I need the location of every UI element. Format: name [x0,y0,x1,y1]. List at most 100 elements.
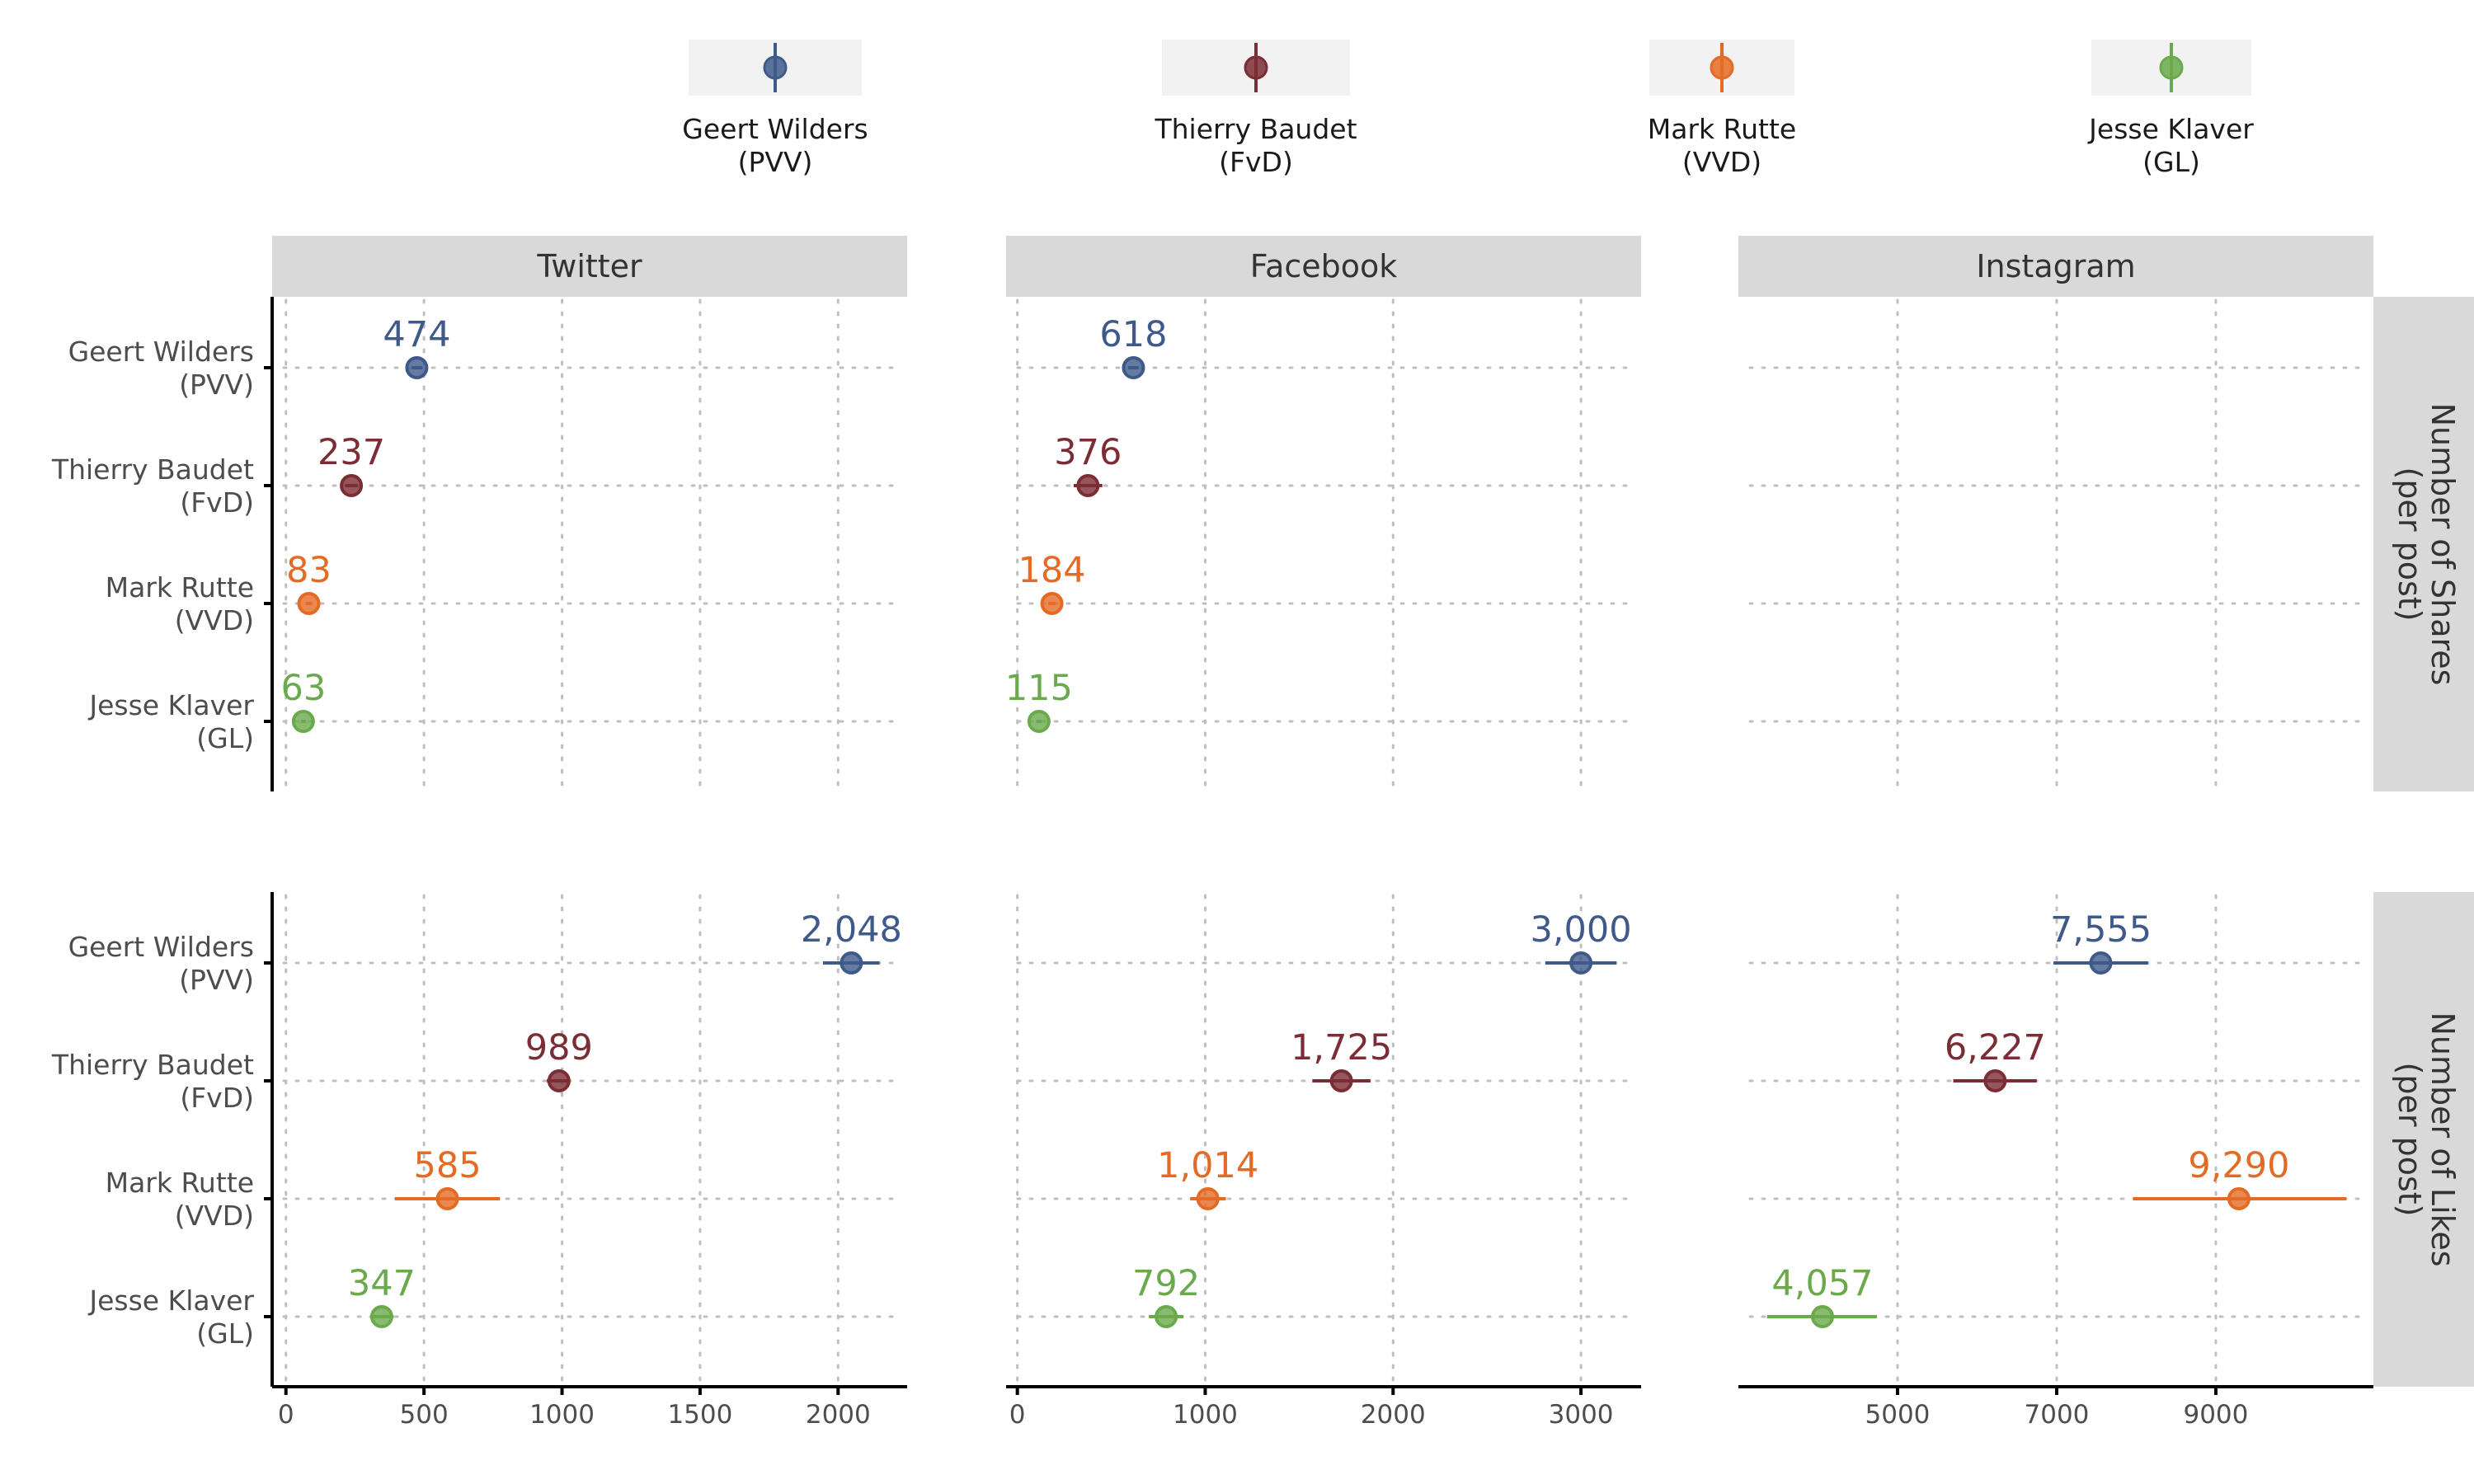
y-tick-label: Thierry Baudet [51,453,254,486]
data-label: 376 [1054,432,1122,473]
legend-point [1244,55,1268,80]
data-label: 989 [525,1027,593,1068]
y-tick-label: (VVD) [175,1200,254,1232]
y-tick-label: Jesse Klaver [87,1284,254,1317]
facet-strip [1738,236,2373,297]
legend-label: Mark Rutte [1648,113,1796,145]
y-tick-label: (FvD) [180,486,254,519]
facet-strip [2373,892,2474,1387]
data-point [1196,1187,1220,1210]
x-tick-label: 5000 [1865,1400,1931,1430]
panel: 618 376 184 115 [1005,298,1636,790]
data-point [291,710,315,733]
data-label: 115 [1005,668,1073,709]
facet-strip-label: Twitter [536,248,642,284]
legend-label: (PVV) [738,146,813,178]
y-tick-label: (VVD) [175,604,254,636]
data-label: 347 [348,1263,416,1304]
facet-strip [272,236,907,297]
panel [1748,298,2368,790]
legend-label: (VVD) [1682,146,1761,178]
data-point [840,951,863,974]
facet-strip-label-group: Number of Likes(per post) [2392,1012,2461,1267]
facet-strip-label: Instagram [1976,248,2135,284]
legend-point [763,55,788,80]
data-point [1329,1069,1353,1092]
data-point [2089,951,2113,974]
y-tick-label: Mark Rutte [106,571,254,603]
legend-item: Mark Rutte(VVD) [1648,40,1796,178]
legend-label: Geert Wilders [682,113,868,145]
data-label: 1,014 [1157,1145,1258,1186]
facet-strip-label-group: Number of Shares(per post) [2392,403,2461,686]
x-tick-label: 1000 [529,1400,595,1430]
y-tick-label: (GL) [196,1317,254,1350]
panel: 2,048 989 585 347 [282,894,902,1385]
legend-item: Thierry Baudet(FvD) [1154,40,1357,178]
data-point [340,474,364,497]
y-tick-label: (GL) [196,722,254,754]
facet-strip-label: Number of Shares [2425,403,2461,686]
facet-strip [2373,297,2474,791]
x-tick-label: 0 [278,1400,294,1430]
facet-strip-label: (per post) [2392,1063,2428,1217]
legend-item: Geert Wilders(PVV) [682,40,868,178]
data-point [405,356,429,379]
data-point [1122,356,1145,379]
legend-point [1710,55,1734,80]
data-point [297,592,321,615]
y-tick-label: Thierry Baudet [51,1049,254,1081]
data-label: 83 [286,550,332,591]
data-label: 6,227 [1945,1027,2046,1068]
data-point [1027,710,1051,733]
x-tick-label: 500 [400,1400,449,1430]
data-point [1569,951,1593,974]
data-point [547,1069,571,1092]
legend-point [2159,55,2184,80]
data-label: 63 [280,668,326,709]
x-tick-label: 2000 [806,1400,871,1430]
facet-strip-label: Number of Likes [2425,1012,2461,1267]
legend-label: Thierry Baudet [1154,113,1357,145]
data-label: 585 [414,1145,482,1186]
y-tick-label: Mark Rutte [106,1167,254,1199]
data-point [435,1187,459,1210]
panel: 7,555 6,227 9,290 4,057 [1748,894,2368,1385]
data-point [369,1305,393,1328]
data-label: 474 [383,314,450,355]
facet-strip-label: (per post) [2392,467,2428,622]
legend-label: Jesse Klaver [2087,113,2254,145]
y-tick-label: (FvD) [180,1082,254,1114]
y-tick-label: (PVV) [179,369,254,401]
data-point [2227,1187,2251,1210]
facet-strip [1006,236,1641,297]
panel: 474 237 83 63 [280,298,902,790]
data-label: 4,057 [1771,1263,1873,1304]
data-point [1076,474,1100,497]
legend-item: Jesse Klaver(GL) [2087,40,2254,178]
y-tick-label: Jesse Klaver [87,689,254,721]
data-label: 1,725 [1291,1027,1392,1068]
data-label: 7,555 [2050,909,2152,951]
y-tick-label: (PVV) [179,964,254,996]
panel: 3,000 1,725 1,014 792 [1016,894,1636,1385]
legend-label: (GL) [2142,146,2200,178]
data-point [1983,1069,2007,1092]
data-label: 184 [1018,550,1086,591]
x-tick-label: 1000 [1173,1400,1238,1430]
x-tick-label: 7000 [2025,1400,2090,1430]
data-point [1155,1305,1178,1328]
x-tick-label: 2000 [1361,1400,1426,1430]
x-tick-label: 1500 [667,1400,732,1430]
legend-label: (FvD) [1219,146,1293,178]
x-tick-label: 0 [1009,1400,1026,1430]
data-point [1040,592,1064,615]
data-label: 618 [1099,314,1167,355]
data-label: 2,048 [801,909,902,951]
x-tick-label: 3000 [1549,1400,1614,1430]
facet-strip-label: Facebook [1250,248,1398,284]
y-tick-label: Geert Wilders [68,336,254,368]
data-point [1810,1305,1834,1328]
